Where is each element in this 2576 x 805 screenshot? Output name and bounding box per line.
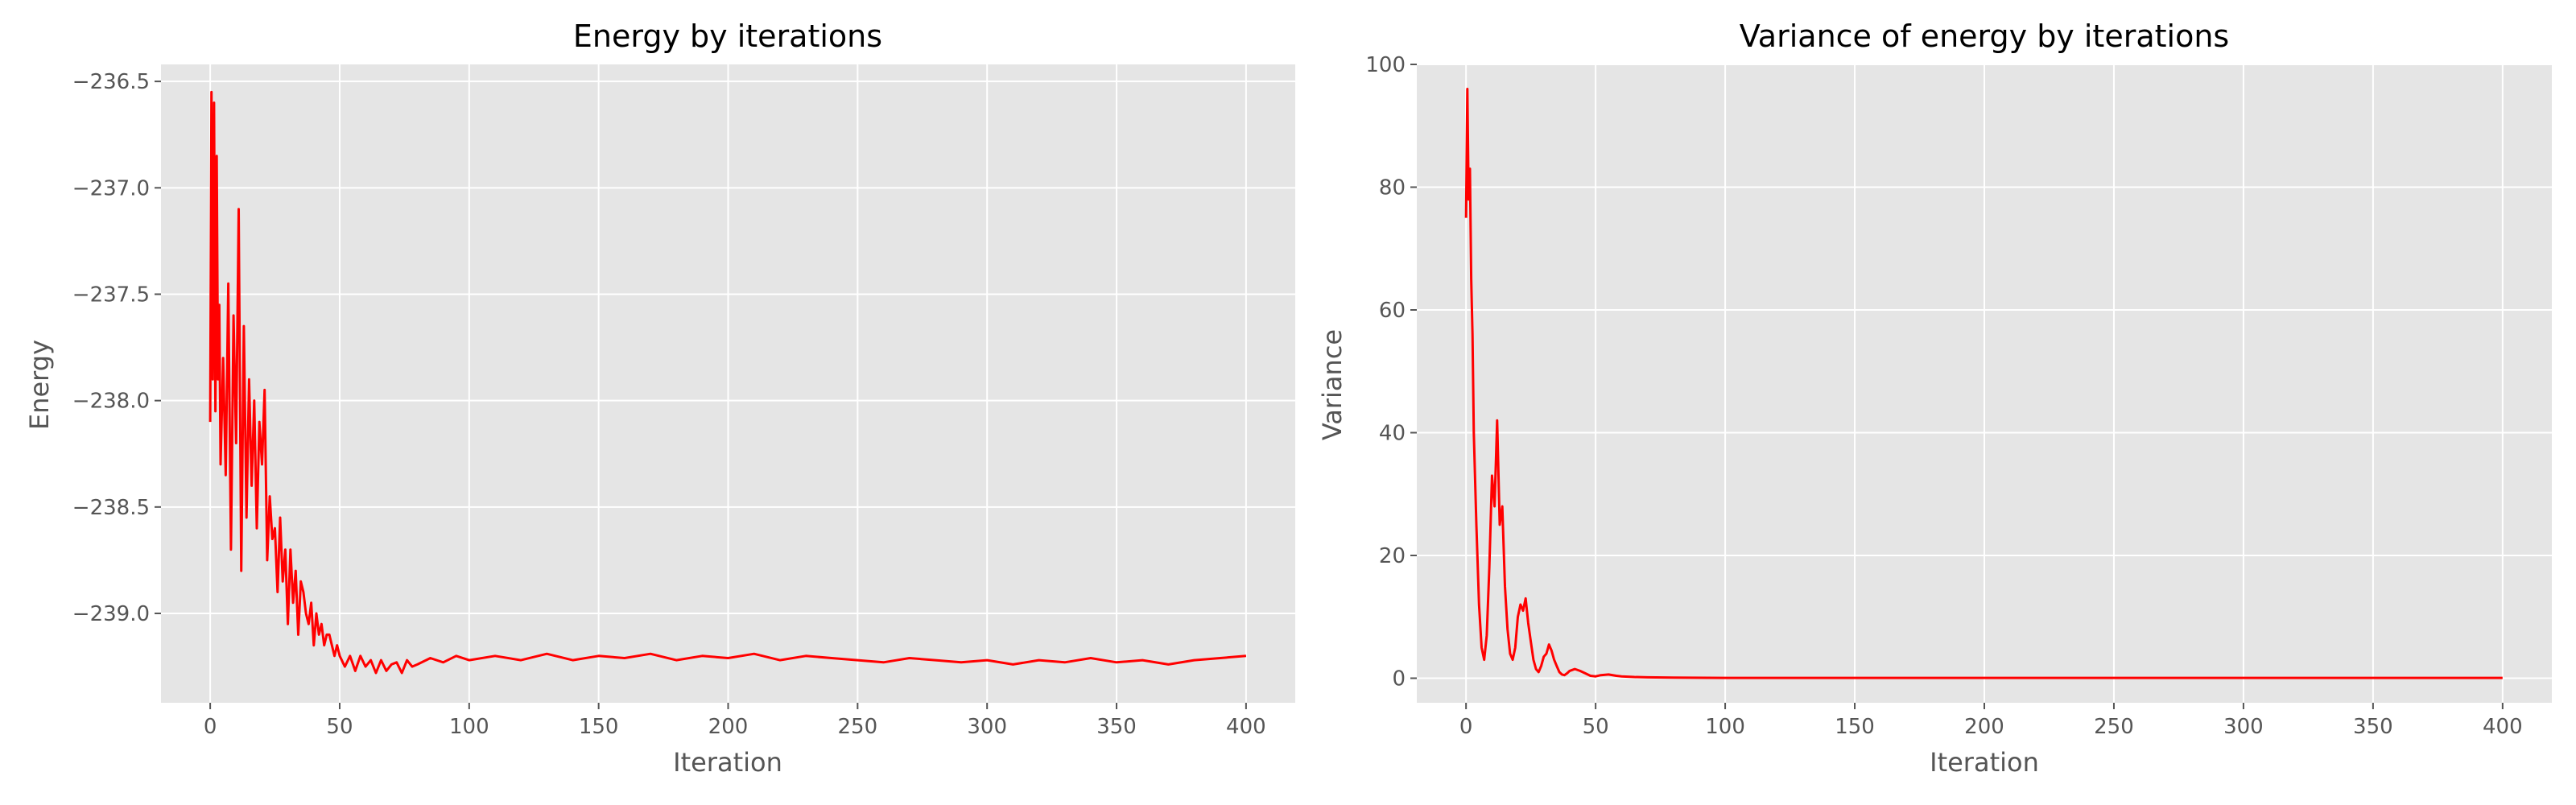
energy-grid [161, 64, 1295, 703]
y-tick-label: −236.5 [72, 70, 150, 94]
series-line [208, 90, 1247, 675]
x-tick-label: 300 [967, 715, 1007, 739]
y-tick-label: −237.5 [72, 283, 150, 307]
x-tick-label: 50 [1583, 715, 1609, 739]
energy-x-axis-label: Iteration [673, 747, 782, 778]
energy-ticks: 0 50 100 150 200 250 300 350 400 −239.0 −238.5 −238… [72, 70, 1266, 739]
energy-chart: Energy by iterations 0 50 100 150 200 250 300 3… [24, 19, 1295, 778]
series-line [1464, 88, 2503, 679]
x-tick-label: 200 [1964, 715, 2004, 739]
x-tick-label: 250 [838, 715, 878, 739]
y-tick-label: 80 [1379, 176, 1406, 200]
y-tick-label: −237.0 [72, 176, 150, 200]
variance-chart: Variance of energy by iterations 0 50 100 1… [1317, 19, 2552, 778]
x-tick-label: 400 [1226, 715, 1266, 739]
x-tick-label: 200 [708, 715, 749, 739]
variance-y-axis-label: Variance [1317, 329, 1348, 440]
x-tick-label: 400 [2483, 715, 2523, 739]
x-tick-label: 150 [1835, 715, 1875, 739]
y-tick-label: 20 [1379, 544, 1406, 568]
y-tick-label: 0 [1392, 667, 1406, 691]
x-tick-label: 350 [2353, 715, 2393, 739]
x-tick-label: 0 [204, 715, 217, 739]
variance-ticks: 0 50 100 150 200 250 300 350 400 0 20 40 60 80 100 [1365, 53, 2522, 739]
energy-y-axis-label: Energy [24, 340, 55, 430]
x-tick-label: 50 [326, 715, 353, 739]
energy-series [208, 90, 1247, 675]
x-tick-label: 350 [1096, 715, 1137, 739]
x-tick-label: 100 [1705, 715, 1745, 739]
variance-x-axis-label: Iteration [1930, 747, 2039, 778]
x-tick-label: 100 [449, 715, 489, 739]
energy-chart-title: Energy by iterations [573, 19, 882, 54]
y-tick-label: 100 [1365, 53, 1406, 77]
x-tick-label: 150 [579, 715, 619, 739]
y-tick-label: −238.5 [72, 496, 150, 520]
x-tick-label: 300 [2223, 715, 2264, 739]
y-tick-label: 40 [1379, 422, 1406, 446]
x-tick-label: 0 [1459, 715, 1473, 739]
y-tick-label: −239.0 [72, 602, 150, 626]
variance-chart-title: Variance of energy by iterations [1740, 19, 2229, 54]
y-tick-label: −238.0 [72, 390, 150, 414]
variance-series [1464, 88, 2503, 679]
x-tick-label: 250 [2094, 715, 2134, 739]
y-tick-label: 60 [1379, 299, 1406, 323]
